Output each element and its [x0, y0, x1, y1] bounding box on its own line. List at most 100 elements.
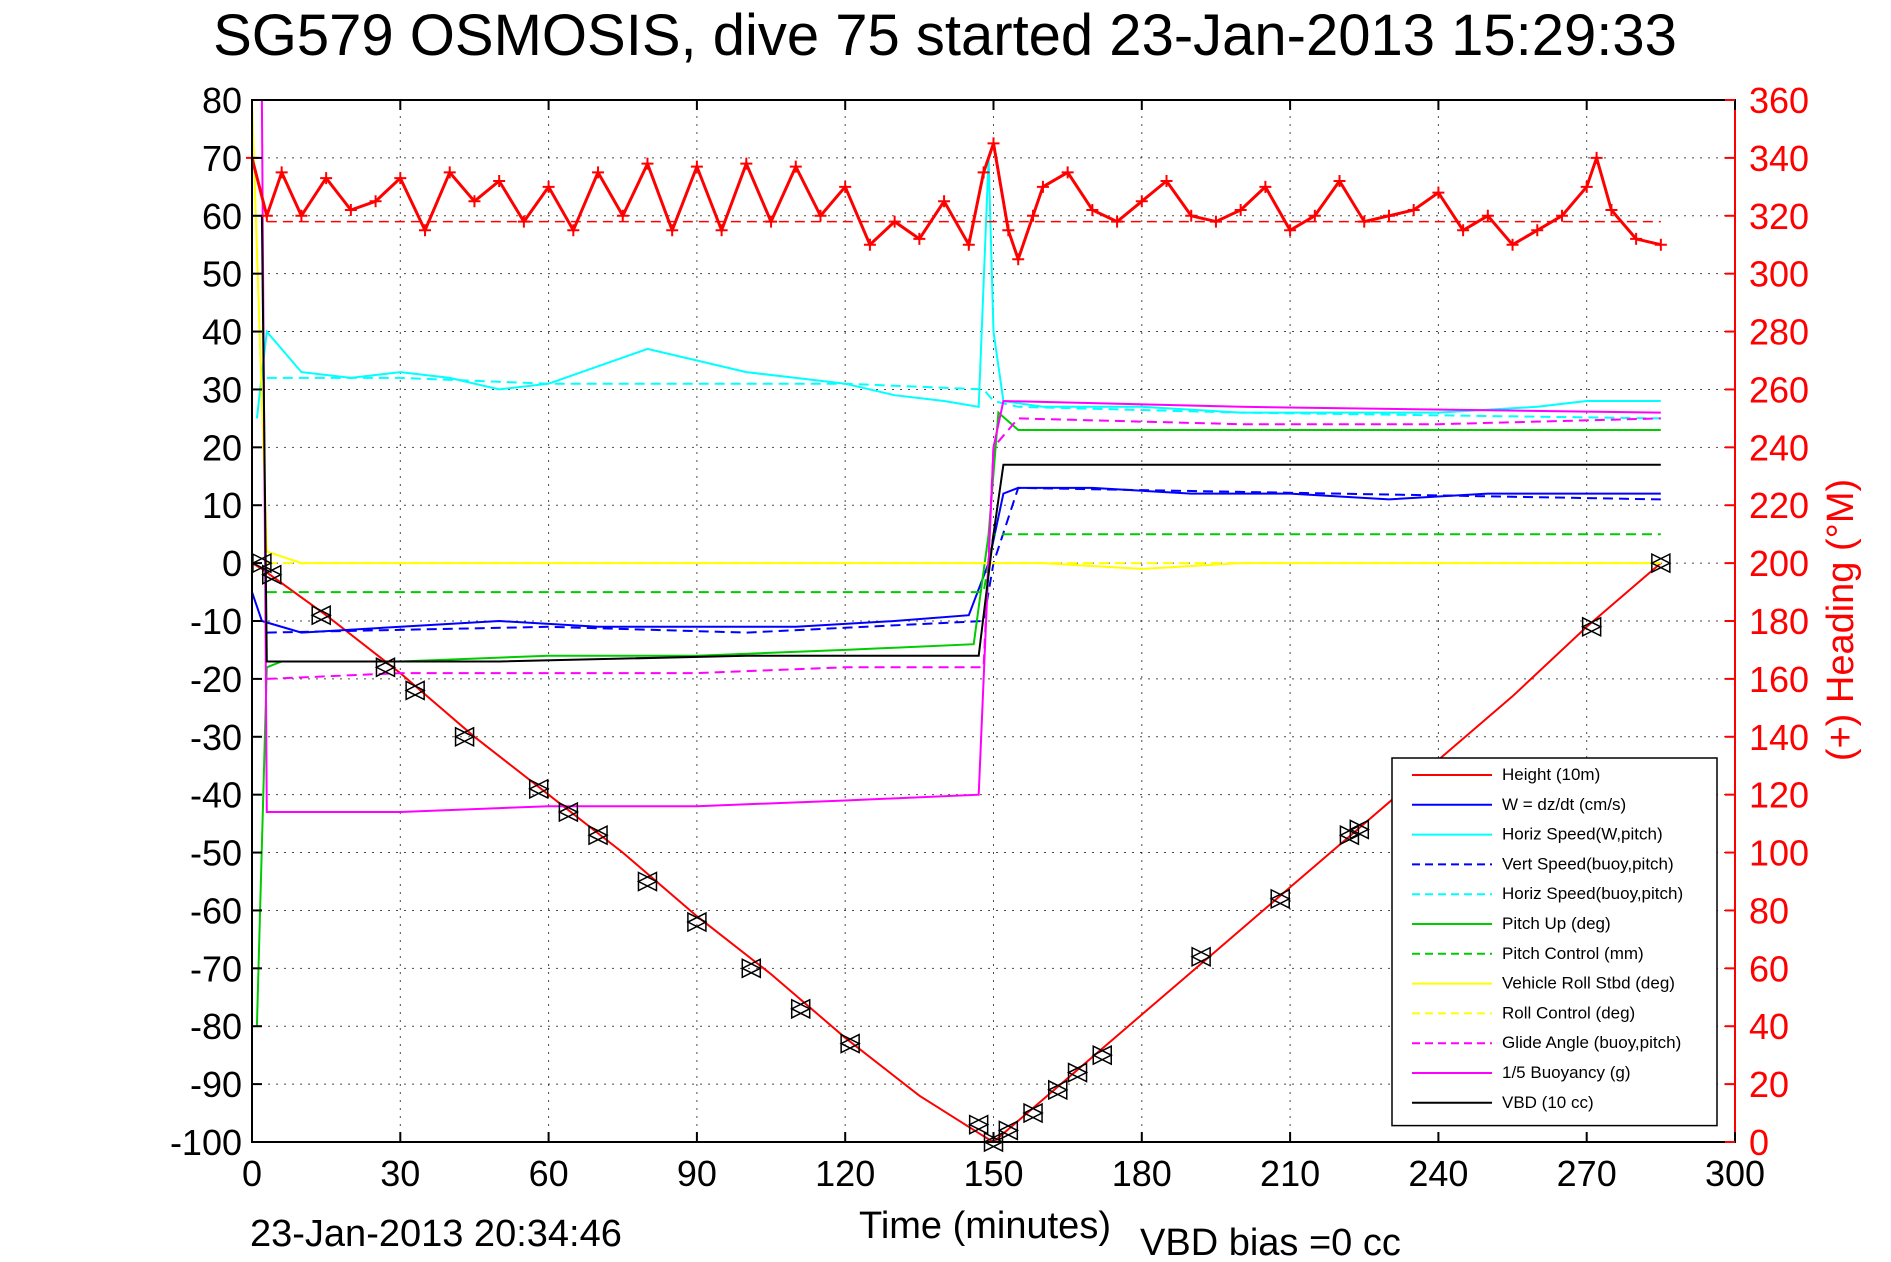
right-tick-label: 120: [1749, 775, 1809, 816]
depth-marker-right: [790, 998, 812, 1020]
right-tick-label: 320: [1749, 196, 1809, 237]
y-tick-label: -50: [190, 833, 242, 874]
depth-marker-left: [1022, 1102, 1043, 1124]
x-tick-label: 180: [1112, 1153, 1172, 1194]
heading-point: [1407, 203, 1420, 216]
legend-label: Horiz Speed(W,pitch): [1502, 825, 1663, 844]
depth-marker-right: [1270, 888, 1291, 910]
heading-point: [977, 166, 990, 179]
depth-marker-left: [636, 871, 658, 892]
right-tick-label: 220: [1749, 485, 1809, 526]
depth-marker-right: [454, 726, 476, 747]
y-tick-label: 40: [202, 312, 242, 353]
right-tick-label: 40: [1749, 1006, 1789, 1047]
depth-marker-left: [1066, 1062, 1088, 1083]
x-tick-label: 300: [1705, 1153, 1765, 1194]
heading-point: [839, 180, 852, 193]
heading-point: [1185, 209, 1198, 222]
heading-point: [1036, 180, 1049, 193]
right-tick-label: 180: [1749, 601, 1809, 642]
legend-label: Roll Control (deg): [1502, 1003, 1635, 1022]
depth-marker-left: [740, 958, 762, 979]
depth-marker-left: [557, 801, 579, 823]
heading-point: [1061, 166, 1074, 179]
y-tick-label: 10: [202, 485, 242, 526]
series-line-heading: [250, 142, 1662, 264]
depth-marker-left: [1190, 946, 1211, 967]
heading-point: [320, 172, 333, 185]
y-tick-label: -30: [190, 717, 242, 758]
y-tick-label: -100: [170, 1122, 242, 1163]
depth-marker-left: [997, 1120, 1019, 1141]
right-tick-label: 100: [1749, 833, 1809, 874]
y-tick-label: -90: [190, 1064, 242, 1105]
heading-point: [443, 166, 456, 179]
depth-marker-left: [1580, 616, 1602, 638]
heading-point: [1506, 238, 1519, 251]
depth-marker-left: [686, 911, 707, 933]
y-tick-label: -10: [190, 601, 242, 642]
legend-label: Glide Angle (buoy,pitch): [1502, 1033, 1681, 1052]
heading-point: [1086, 203, 1099, 216]
depth-marker-left: [790, 998, 811, 1020]
x-tick-label: 0: [242, 1153, 262, 1194]
y-tick-label: 60: [202, 196, 242, 237]
heading-point: [419, 224, 432, 237]
series-line-9: [266, 417, 1661, 680]
right-axis-ticks: 3603403203002802602402202001801601401201…: [1725, 80, 1809, 1163]
heading-point: [1531, 224, 1544, 237]
series-line-4: [266, 376, 1661, 420]
right-tick-label: 240: [1749, 427, 1809, 468]
heading-point: [1284, 224, 1297, 237]
legend-label: Height (10m): [1502, 765, 1600, 784]
heading-point: [1002, 224, 1015, 237]
depth-marker-left: [1047, 1079, 1068, 1101]
depth-marker-left: [1091, 1044, 1112, 1066]
heading-point: [1457, 224, 1470, 237]
heading-point: [369, 195, 382, 208]
right-axis-label: (+) Heading (°M): [1820, 479, 1862, 761]
heading-point: [1580, 180, 1593, 193]
y-tick-label: -80: [190, 1006, 242, 1047]
heading-point: [592, 166, 605, 179]
heading-point: [641, 157, 654, 170]
right-tick-label: 360: [1749, 80, 1809, 121]
right-tick-label: 80: [1749, 890, 1789, 931]
depth-marker-left: [261, 564, 282, 585]
x-axis-label: Time (minutes): [859, 1205, 1111, 1247]
heading-point: [1259, 180, 1272, 193]
x-tick-label: 60: [529, 1153, 569, 1194]
heading-point: [1590, 151, 1603, 164]
depth-marker-left: [528, 778, 549, 800]
heading-point: [789, 160, 802, 173]
heading-point: [616, 209, 629, 222]
heading-point: [1027, 209, 1040, 222]
right-tick-label: 340: [1749, 138, 1809, 179]
x-tick-label: 270: [1557, 1153, 1617, 1194]
x-tick-label: 120: [815, 1153, 875, 1194]
depth-marker-left: [404, 680, 425, 701]
heading-point: [344, 203, 357, 216]
heading-point: [295, 209, 308, 222]
legend-label: Horiz Speed(buoy,pitch): [1502, 884, 1683, 903]
legend-label: VBD (10 cc): [1502, 1093, 1594, 1112]
heading-point: [394, 172, 407, 185]
legend-label: Pitch Control (mm): [1502, 944, 1644, 963]
series-line-6: [266, 533, 1661, 594]
series-line-2: [255, 157, 1661, 419]
right-tick-label: 140: [1749, 717, 1809, 758]
right-tick-label: 0: [1749, 1122, 1769, 1163]
heading-point: [938, 195, 951, 208]
legend-box: [1391, 757, 1718, 1127]
footer-timestamp: 23-Jan-2013 20:34:46: [250, 1213, 622, 1255]
depth-marker-left: [967, 1114, 989, 1135]
right-tick-label: 160: [1749, 659, 1809, 700]
heading-point: [715, 224, 728, 237]
right-tick-label: 60: [1749, 948, 1789, 989]
heading-point: [913, 232, 926, 245]
heading-point: [814, 209, 827, 222]
depth-marker-left: [1338, 824, 1360, 846]
depth-marker-left: [587, 824, 608, 846]
depth-markers: [251, 552, 1672, 1153]
depth-marker-left: [374, 657, 396, 678]
